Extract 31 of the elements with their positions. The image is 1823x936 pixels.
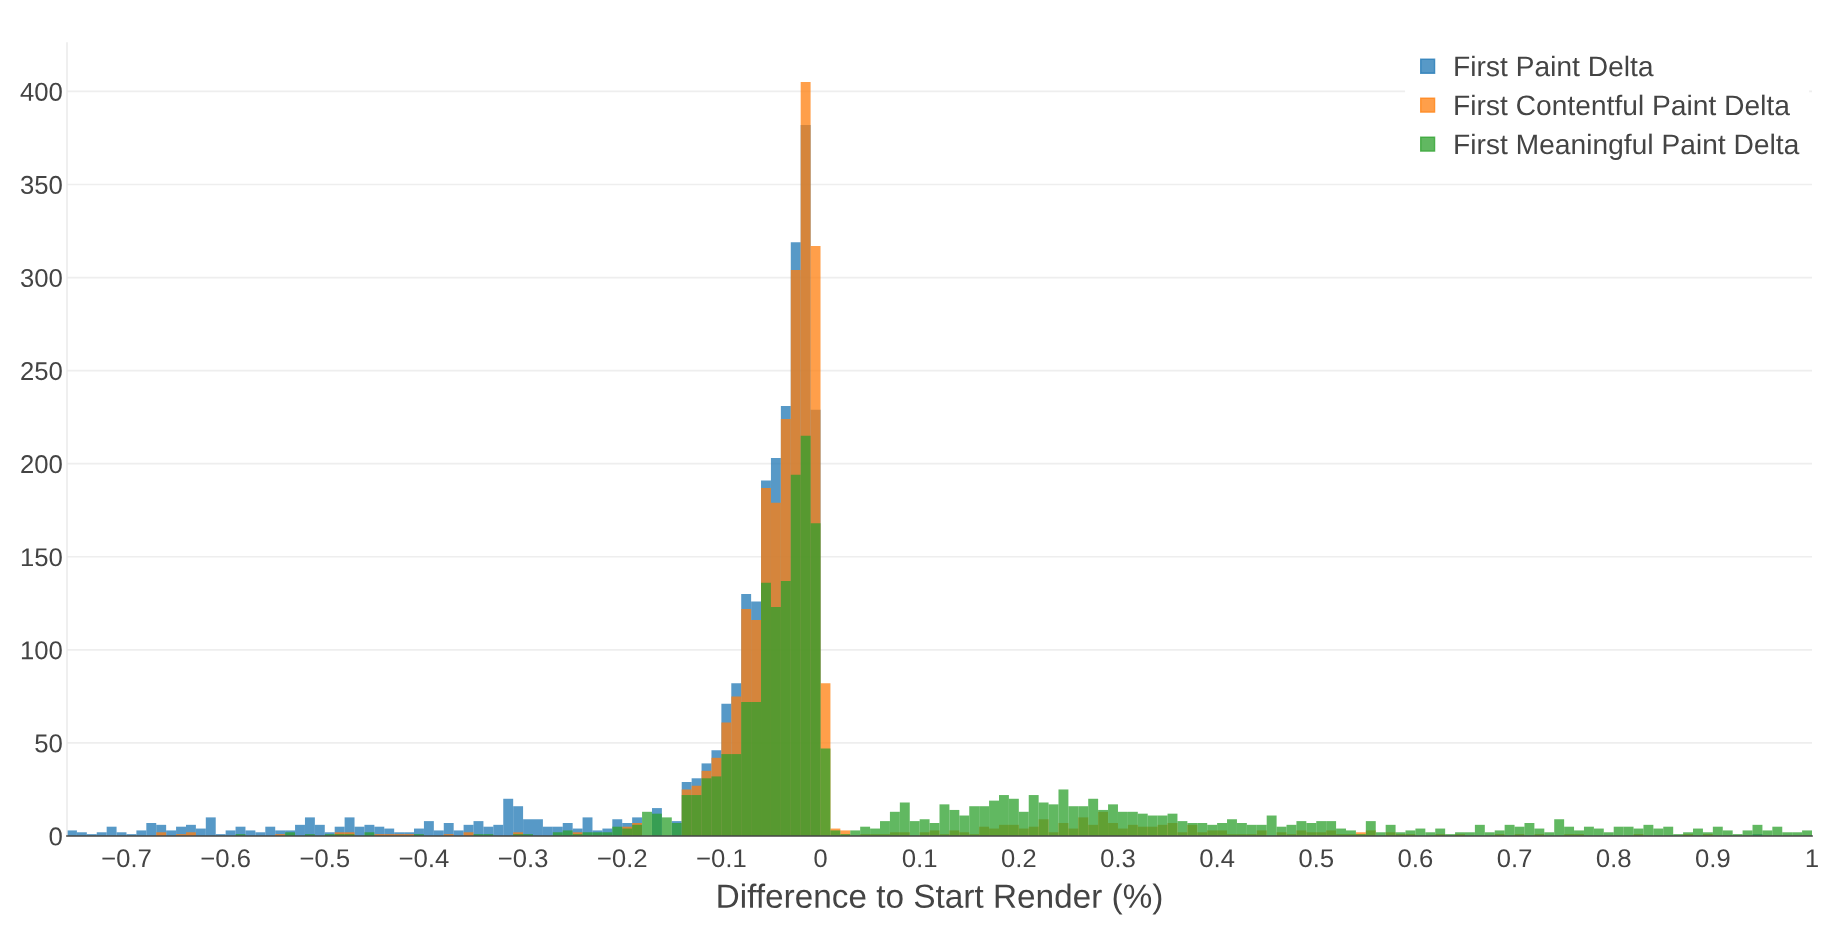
x-tick-label: 0.3 bbox=[1101, 849, 1135, 868]
x-tick-label: 0.8 bbox=[1596, 849, 1631, 868]
x-tick-label: 0.7 bbox=[1497, 849, 1532, 868]
y-tick-label: 250 bbox=[21, 361, 62, 381]
x-tick-label: −0.3 bbox=[498, 849, 548, 868]
x-tick-label: −0.6 bbox=[201, 849, 250, 868]
legend-label: First Paint Delta bbox=[1455, 55, 1654, 77]
legend-label: First Meaningful Paint Delta bbox=[1455, 133, 1800, 160]
legend-label: First Contentful Paint Delta bbox=[1455, 94, 1790, 116]
y-tick-label: 200 bbox=[21, 455, 62, 474]
x-axis-title: Difference to Start Render (%) bbox=[718, 883, 1162, 915]
x-tick-label: 0.9 bbox=[1696, 849, 1730, 868]
x-tick-label: 0.6 bbox=[1398, 849, 1433, 868]
x-tick-label: −0.7 bbox=[102, 849, 151, 868]
y-tick-label: 0 bbox=[49, 827, 62, 846]
x-tick-label: 0.1 bbox=[902, 849, 937, 868]
x-tick-label: −0.2 bbox=[598, 849, 647, 868]
x-tick-label: 0 bbox=[814, 849, 827, 868]
y-tick-label: 300 bbox=[20, 268, 62, 288]
x-tick-label: −0.5 bbox=[300, 849, 350, 868]
x-tick-label: 0.4 bbox=[1200, 849, 1235, 868]
y-tick-label: 100 bbox=[21, 641, 62, 660]
x-tick-label: 1 bbox=[1806, 849, 1818, 868]
y-tick-label: 350 bbox=[20, 175, 62, 195]
x-tick-label: 0.5 bbox=[1299, 849, 1334, 868]
x-tick-label: −0.1 bbox=[697, 849, 746, 868]
x-tick-label: 0.2 bbox=[1001, 849, 1036, 868]
y-tick-label: 400 bbox=[20, 82, 62, 101]
y-tick-label: 150 bbox=[21, 548, 62, 567]
x-tick-label: −0.4 bbox=[399, 849, 449, 868]
y-tick-label: 50 bbox=[35, 734, 62, 753]
